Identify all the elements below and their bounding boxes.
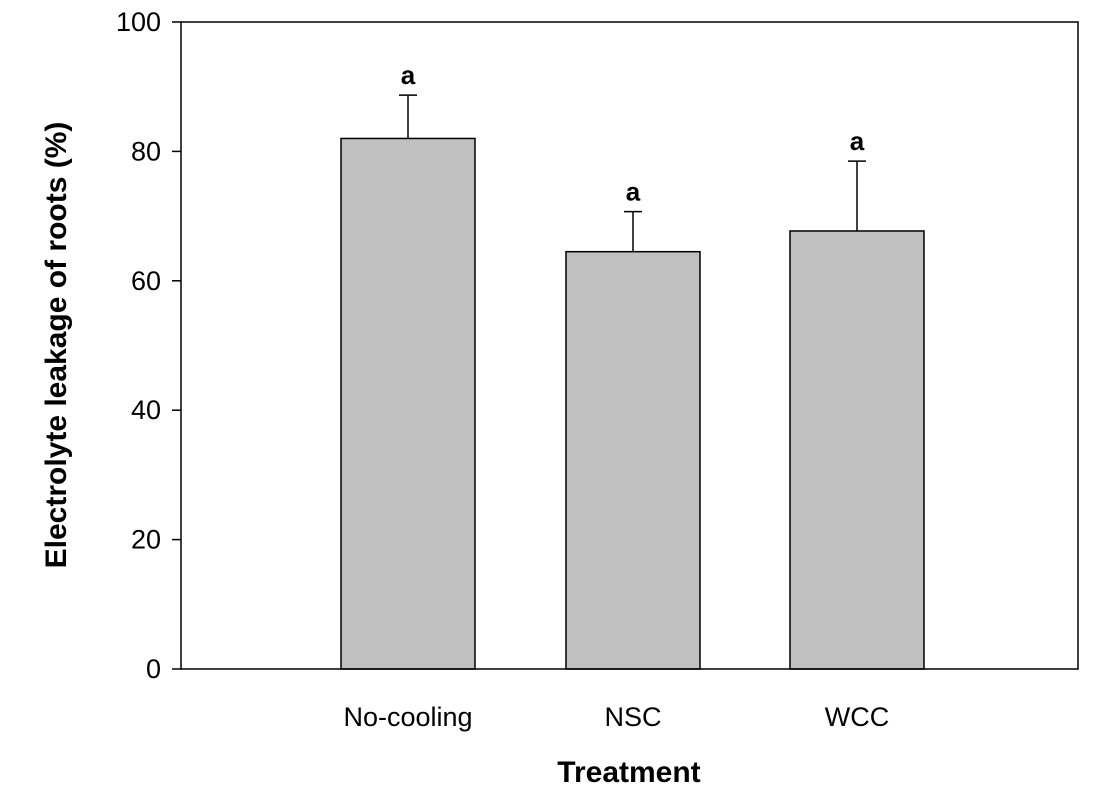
significance-labels-group: a a a (401, 60, 865, 206)
y-tick-label: 100 (116, 7, 161, 37)
bar (565, 250, 701, 670)
y-tick-label: 80 (131, 136, 161, 166)
bar (340, 137, 476, 670)
x-category-label: NSC (604, 702, 661, 732)
y-axis-title: Electrolyte leakage of roots (%) (40, 122, 73, 569)
y-axis-ticks: 0 20 40 60 80 100 (116, 7, 181, 684)
y-tick-label: 20 (131, 525, 161, 555)
x-category-label: No-cooling (343, 702, 472, 732)
error-bars-group (399, 94, 866, 252)
y-tick-label: 40 (131, 395, 161, 425)
x-category-label: WCC (825, 702, 889, 732)
significance-label: a (850, 126, 865, 156)
plot-frame (180, 21, 1079, 670)
y-tick-label: 60 (131, 266, 161, 296)
x-axis-category-labels: No-cooling NSC WCC (343, 702, 889, 732)
y-tick-label: 0 (146, 654, 161, 684)
significance-label: a (626, 177, 641, 207)
x-axis-title: Treatment (557, 756, 700, 789)
bar (789, 230, 925, 670)
significance-label: a (401, 60, 416, 90)
